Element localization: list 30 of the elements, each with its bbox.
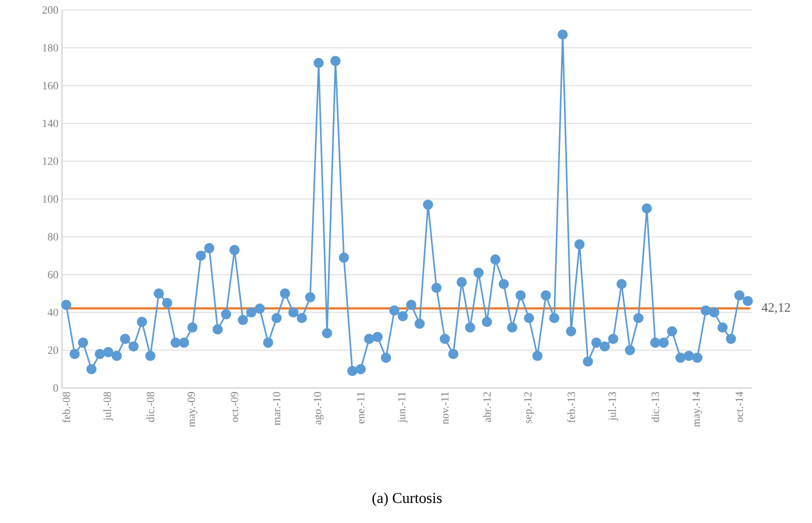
ref-line-label: 42,12 [762,303,790,314]
x-tick-label: ago.-10 [314,392,324,424]
x-tick-label: feb.-08 [62,392,70,423]
y-tick-label: 180 [42,44,58,52]
x-tick-label: feb.-13 [567,392,576,423]
y-tick-label: 120 [42,157,58,165]
x-tick-label: ene.-11 [357,392,364,424]
x-tick-label: mar.-10 [272,392,280,426]
x-tick-label: jul.-08 [103,392,114,421]
x-tick-label: sep.-12 [524,392,534,424]
x-tick-label: may.-09 [188,392,198,427]
y-tick-label: 0 [53,384,58,392]
y-tick-label: 60 [48,270,58,278]
y-tick-label: 80 [48,233,58,241]
x-tick-label: oct.-09 [230,392,238,422]
text: (a) Curtosis [372,492,442,506]
y-tick-label: 20 [48,346,58,354]
x-tick-label: oct.-14 [736,392,744,422]
y-tick-label: 140 [42,120,58,128]
y-tick-label: 40 [48,308,58,316]
x-tick-label: nov.-11 [441,392,449,424]
y-tick-label: 100 [42,195,58,203]
x-tick-label: abr.-12 [483,392,491,422]
y-tick-label: 160 [42,82,58,90]
x-tick-label: jul.-13 [608,392,618,421]
x-tick-label: jun.-11 [398,392,408,423]
x-tick-label: dic.-08 [146,392,154,422]
x-tick-label: may.-14 [692,392,702,427]
x-tick-label: dic.-13 [651,392,660,422]
y-tick-label: 200 [42,6,58,14]
